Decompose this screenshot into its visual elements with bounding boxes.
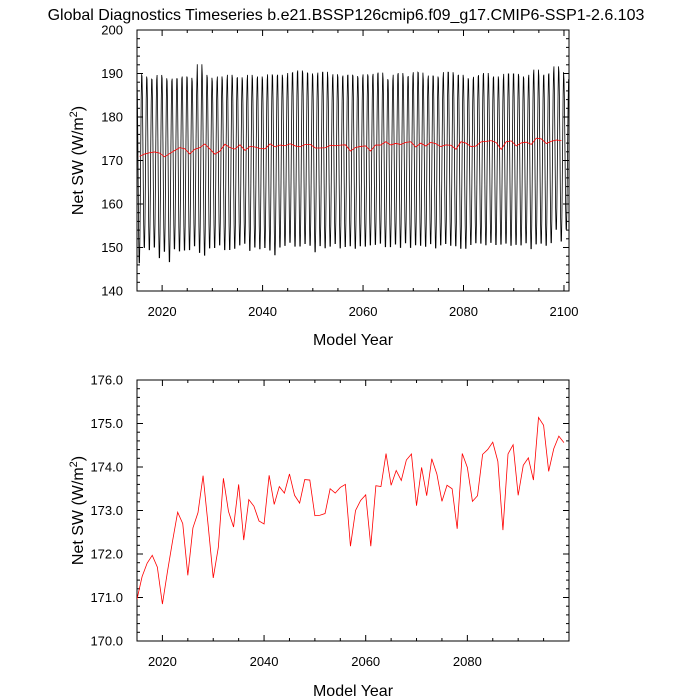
y-axis-label-tail: ) [70, 106, 87, 111]
x-axis-label: Model Year [313, 332, 394, 349]
annual-panel: 2020 2040 2060 2080 170.0 171.0 172.0 173.0 174.… [68, 373, 570, 700]
x-tick-label: 2060 [349, 304, 378, 319]
y-tick-label: 176.0 [90, 373, 123, 388]
y-tick-label: 160 [101, 197, 123, 212]
y-tick-label: 200 [101, 23, 123, 38]
y-axis-label-tail: ) [70, 456, 87, 461]
x-tick-label: 2100 [550, 304, 579, 319]
series-annual-mean-line [137, 416, 565, 605]
y-axis-label: Net SW (W/m2) [68, 106, 87, 215]
y-axis-label-superscript: 2 [68, 111, 80, 117]
x-tick-label: 2040 [250, 654, 279, 669]
x-tick-label: 2060 [351, 654, 380, 669]
y-axis-label-main: Net SW (W/m [70, 117, 87, 215]
y-axis-label-main: Net SW (W/m [70, 467, 87, 565]
y-axis-label-superscript: 2 [68, 461, 80, 467]
figure-title: Global Diagnostics Timeseries b.e21.BSSP… [48, 7, 645, 24]
y-tick-label: 173.0 [90, 503, 123, 518]
x-axis-label: Model Year [313, 683, 394, 700]
x-tick-label: 2080 [449, 304, 478, 319]
y-tick-label: 150 [101, 240, 123, 255]
y-tick-label: 172.0 [90, 547, 123, 562]
y-tick-label: 170.0 [90, 634, 123, 649]
series-annual-mean-line [139, 137, 562, 158]
y-axis-label: Net SW (W/m2) [68, 456, 87, 565]
y-tick-label: 175.0 [90, 416, 123, 431]
y-tick-label: 190 [101, 66, 123, 81]
x-tick-label: 2040 [248, 304, 277, 319]
x-tick-label: 2080 [453, 654, 482, 669]
series-monthly-line [137, 64, 569, 264]
y-tick-label: 171.0 [90, 590, 123, 605]
y-tick-label: 170 [101, 153, 123, 168]
x-tick-label: 2020 [148, 654, 177, 669]
y-tick-label: 140 [101, 284, 123, 299]
y-tick-label: 174.0 [90, 460, 123, 475]
monthly-panel: 2020 2040 2060 2080 2100 140 150 160 170 180 190 20… [68, 23, 578, 350]
y-tick-label: 180 [101, 110, 123, 125]
x-tick-label: 2020 [148, 304, 177, 319]
